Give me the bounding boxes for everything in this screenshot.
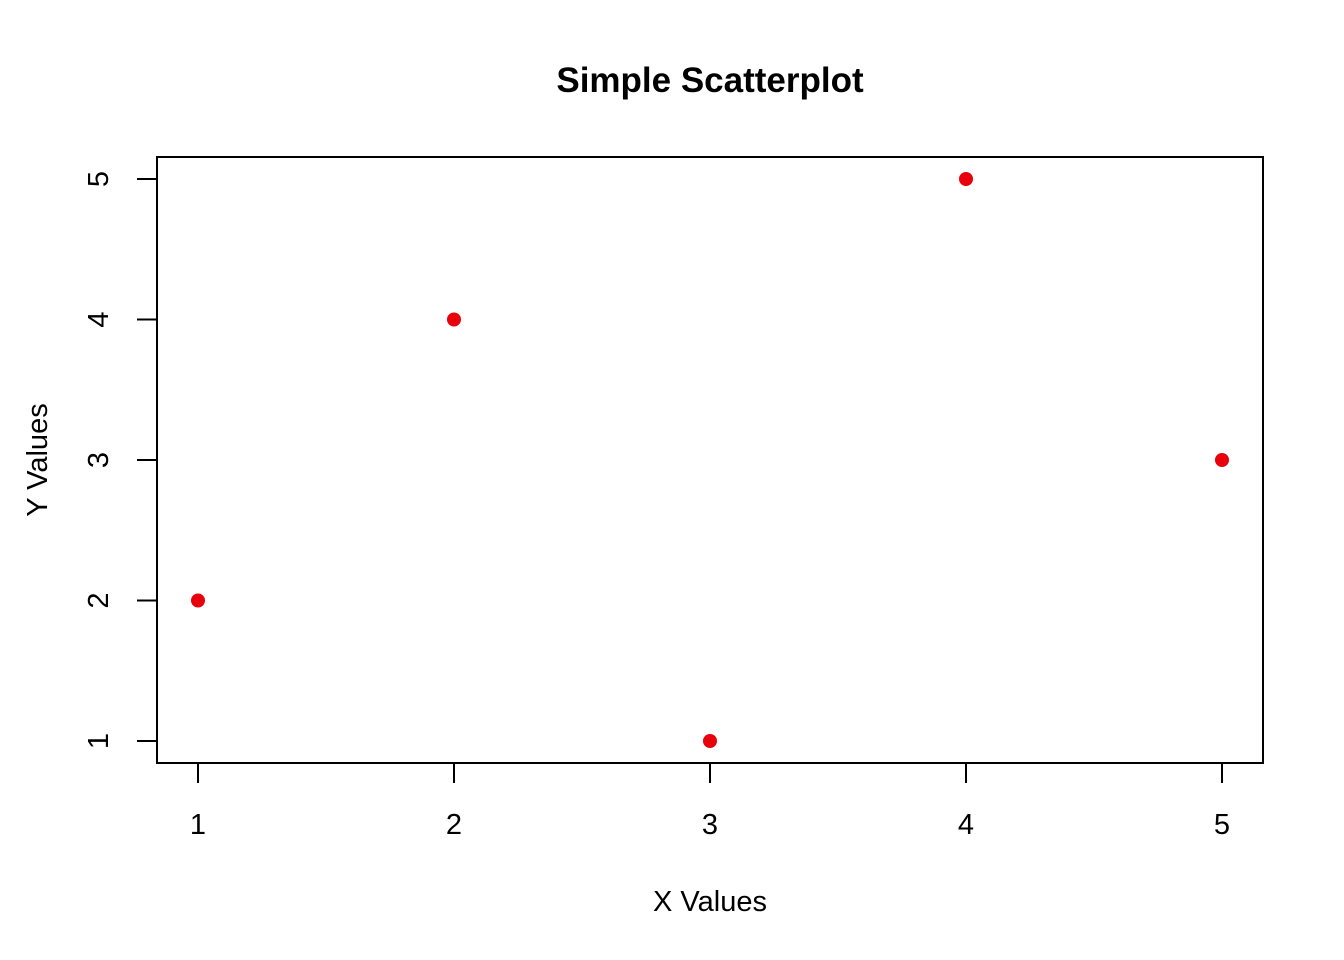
y-axis-label: Y Values [22,403,54,516]
data-point [703,734,717,748]
plot-frame [156,156,1264,764]
x-axis-label: X Values [653,886,767,918]
x-tick-label: 5 [1214,809,1230,841]
chart-title: Simple Scatterplot [556,61,864,100]
y-tick-label: 5 [83,171,115,187]
x-tick-label: 2 [446,809,462,841]
x-tick-label: 4 [958,809,974,841]
y-tick-label: 1 [83,733,115,749]
y-tick-label: 4 [83,311,115,327]
data-point [191,593,205,608]
x-tick-label: 3 [702,809,718,841]
y-axis: 1 2 3 4 5 [83,171,158,749]
y-tick-label: 2 [83,592,115,608]
data-point [447,312,461,327]
x-axis: 1 2 3 4 5 [190,762,1230,841]
data-point [1215,453,1229,467]
x-tick-label: 1 [190,809,206,841]
data-points [191,172,1229,748]
y-tick-label: 3 [83,452,115,468]
data-point [959,172,973,186]
